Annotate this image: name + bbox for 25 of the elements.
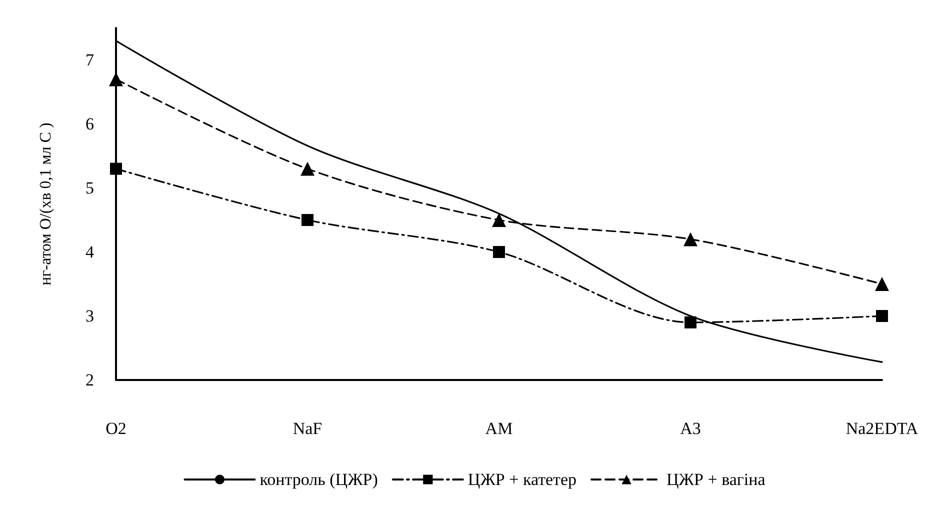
y-tick-label: 3 xyxy=(86,306,94,326)
point xyxy=(876,310,888,322)
point xyxy=(110,162,122,175)
y-tick-label: 7 xyxy=(86,50,94,70)
legend-label: контроль (ЦЖР) xyxy=(260,470,378,489)
y-axis-title: нг-атом О/(хв 0,1 мл С ) xyxy=(38,122,54,286)
y-tick-label: 5 xyxy=(86,178,94,198)
point xyxy=(684,316,696,328)
y-tick-label: 2 xyxy=(86,370,94,390)
legend-label: ЦЖР + катетер xyxy=(468,470,577,489)
y-tick-label: 6 xyxy=(86,114,94,134)
point xyxy=(109,72,123,86)
x-tick-label: O2 xyxy=(106,419,126,438)
point xyxy=(875,277,889,291)
point xyxy=(492,213,506,227)
point xyxy=(302,214,314,226)
legend-label: ЦЖР + вагіна xyxy=(666,470,766,489)
point xyxy=(493,246,505,258)
x-tick-label: A3 xyxy=(680,419,701,438)
point xyxy=(684,232,698,246)
x-tick-label: Na2EDTA xyxy=(846,419,919,438)
point xyxy=(300,162,314,176)
y-tick-label: 4 xyxy=(86,242,94,262)
x-tick-label: NaF xyxy=(292,419,322,438)
x-tick-label: AM xyxy=(485,419,513,438)
